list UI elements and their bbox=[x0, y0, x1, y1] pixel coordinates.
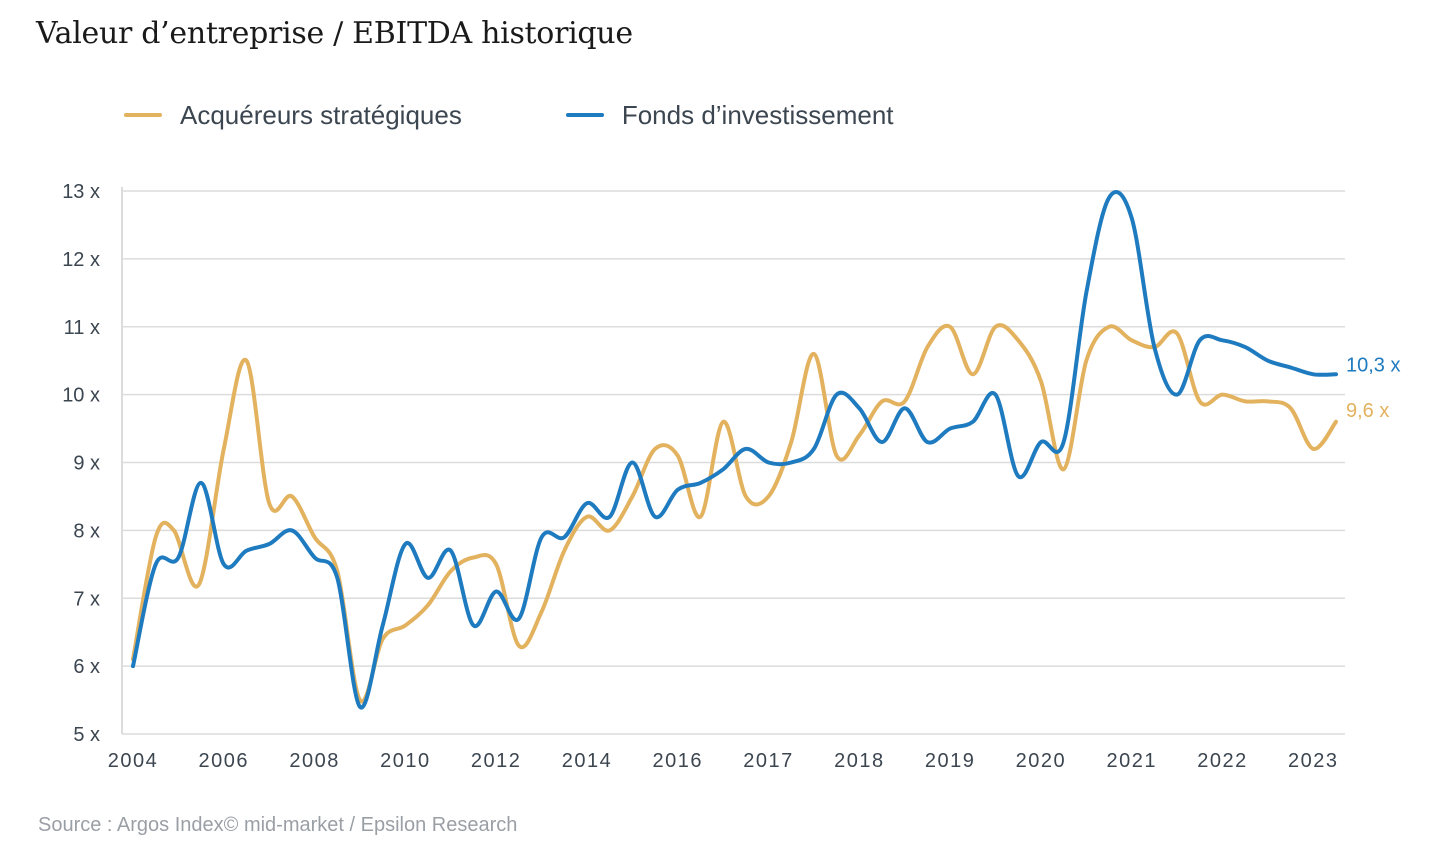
series-layer bbox=[131, 190, 1338, 710]
legend-item-funds: Fonds d’investissement bbox=[565, 99, 894, 131]
end-labels: 9,6 x 10,3 x bbox=[1346, 354, 1400, 422]
x-tick-label: 2016 bbox=[653, 750, 704, 772]
legend: Acquéreurs stratégiques Fonds d’investis… bbox=[124, 98, 894, 132]
y-axis: 5 x 6 x 7 x 8 x 9 x 10 x 11 x 12 x 13 x bbox=[62, 181, 100, 746]
series-line-strategic bbox=[131, 323, 1338, 704]
legend-swatch-funds bbox=[565, 113, 604, 117]
x-tick-label: 2022 bbox=[1197, 750, 1248, 772]
y-tick-label: 6 x bbox=[73, 656, 100, 678]
legend-swatch-strategic bbox=[124, 113, 162, 117]
chart-title: Valeur d’entreprise / EBITDA historique bbox=[36, 16, 633, 51]
x-tick-label: 2004 bbox=[108, 750, 159, 772]
y-tick-label: 7 x bbox=[73, 588, 100, 610]
x-tick-label: 2020 bbox=[1016, 750, 1067, 772]
y-tick-label: 9 x bbox=[73, 453, 100, 475]
source-note: Source : Argos Index© mid-market / Epsil… bbox=[38, 814, 518, 836]
y-tick-label: 5 x bbox=[73, 724, 100, 746]
x-tick-label: 2017 bbox=[743, 750, 794, 772]
series-line-funds bbox=[131, 190, 1338, 710]
x-tick-label: 2014 bbox=[562, 750, 613, 772]
y-tick-label: 12 x bbox=[62, 249, 100, 271]
end-label-strategic: 9,6 x bbox=[1346, 400, 1389, 422]
grid bbox=[121, 187, 1345, 735]
line-chart: 5 x 6 x 7 x 8 x 9 x 10 x 11 x 12 x 13 x 2004 2006… bbox=[62, 181, 1400, 772]
x-tick-label: 2010 bbox=[380, 750, 431, 772]
y-tick-label: 8 x bbox=[73, 520, 100, 542]
x-axis: 2004 2006 2008 2010 2012 2014 2016 2017 2018 2019… bbox=[108, 750, 1339, 772]
x-tick-label: 2008 bbox=[289, 750, 340, 772]
y-tick-label: 13 x bbox=[62, 181, 100, 203]
x-tick-label: 2019 bbox=[925, 750, 976, 772]
y-tick-label: 11 x bbox=[64, 317, 100, 339]
x-tick-label: 2023 bbox=[1288, 750, 1339, 772]
legend-item-strategic: Acquéreurs stratégiques bbox=[124, 100, 462, 131]
end-label-funds: 10,3 x bbox=[1346, 354, 1400, 376]
x-tick-label: 2021 bbox=[1106, 750, 1157, 772]
x-tick-label: 2012 bbox=[471, 750, 522, 772]
legend-label-strategic: Acquéreurs stratégiques bbox=[180, 99, 462, 130]
y-tick-label: 10 x bbox=[62, 385, 100, 407]
legend-label-funds: Fonds d’investissement bbox=[621, 99, 894, 130]
x-tick-label: 2018 bbox=[834, 750, 885, 772]
x-tick-label: 2006 bbox=[199, 750, 250, 772]
